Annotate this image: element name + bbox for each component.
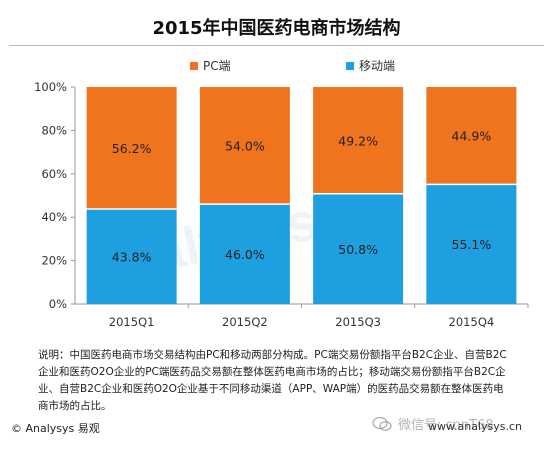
y-tick-label: 80% xyxy=(41,123,67,137)
bar-pc xyxy=(313,87,404,194)
y-tick-label: 40% xyxy=(41,210,67,224)
data-label-mobile: 55.1% xyxy=(452,237,492,252)
y-tick-label: 20% xyxy=(41,254,67,268)
data-label-pc: 54.0% xyxy=(225,139,265,154)
x-tick-label: 2015Q4 xyxy=(449,315,495,329)
legend-item-pc: PC端 xyxy=(190,57,231,74)
bar-pc xyxy=(86,87,177,209)
x-tick-label: 2015Q1 xyxy=(109,315,155,329)
wechat-id: 微信号: cnnT68 xyxy=(398,418,494,433)
data-label-pc: 56.2% xyxy=(112,141,152,156)
chart-title: 2015年中国医药电商市场结构 xyxy=(152,18,401,39)
legend-label-mobile: 移动端 xyxy=(359,59,396,73)
data-label-pc: 49.2% xyxy=(338,133,378,148)
bar-mobile xyxy=(199,204,290,304)
legend-item-mobile: 移动端 xyxy=(346,57,395,74)
bar-mobile xyxy=(426,184,517,304)
bar-pc xyxy=(426,87,517,185)
bar-mobile xyxy=(313,193,404,304)
data-label-mobile: 46.0% xyxy=(225,247,265,262)
legend: PC端 移动端 xyxy=(0,57,553,75)
copyright-text: © Analysys 易观 xyxy=(11,422,100,435)
y-tick-label: 0% xyxy=(49,297,67,311)
y-tick-label: 100% xyxy=(34,80,67,94)
data-label-mobile: 50.8% xyxy=(338,242,378,257)
bar-pc xyxy=(199,87,290,205)
wechat-overlay: 微信号: cnnT68 xyxy=(372,414,494,433)
x-tick-label: 2015Q3 xyxy=(335,315,381,329)
chart-note: 说明：中国医药电商市场交易结构由PC和移动两部分构成。PC端交易份额指平台B2C… xyxy=(38,349,507,412)
wechat-icon xyxy=(372,416,392,431)
x-tick-label: 2015Q2 xyxy=(222,315,268,329)
y-tick-label: 60% xyxy=(41,167,67,181)
legend-swatch-mobile xyxy=(346,61,354,70)
data-label-mobile: 43.8% xyxy=(112,249,152,264)
title-divider xyxy=(9,45,544,46)
data-label-pc: 44.9% xyxy=(452,129,492,144)
legend-label-pc: PC端 xyxy=(203,59,231,73)
legend-swatch-pc xyxy=(190,61,198,70)
site-url: www.analysys.cn xyxy=(428,420,522,433)
bar-mobile xyxy=(86,208,177,304)
